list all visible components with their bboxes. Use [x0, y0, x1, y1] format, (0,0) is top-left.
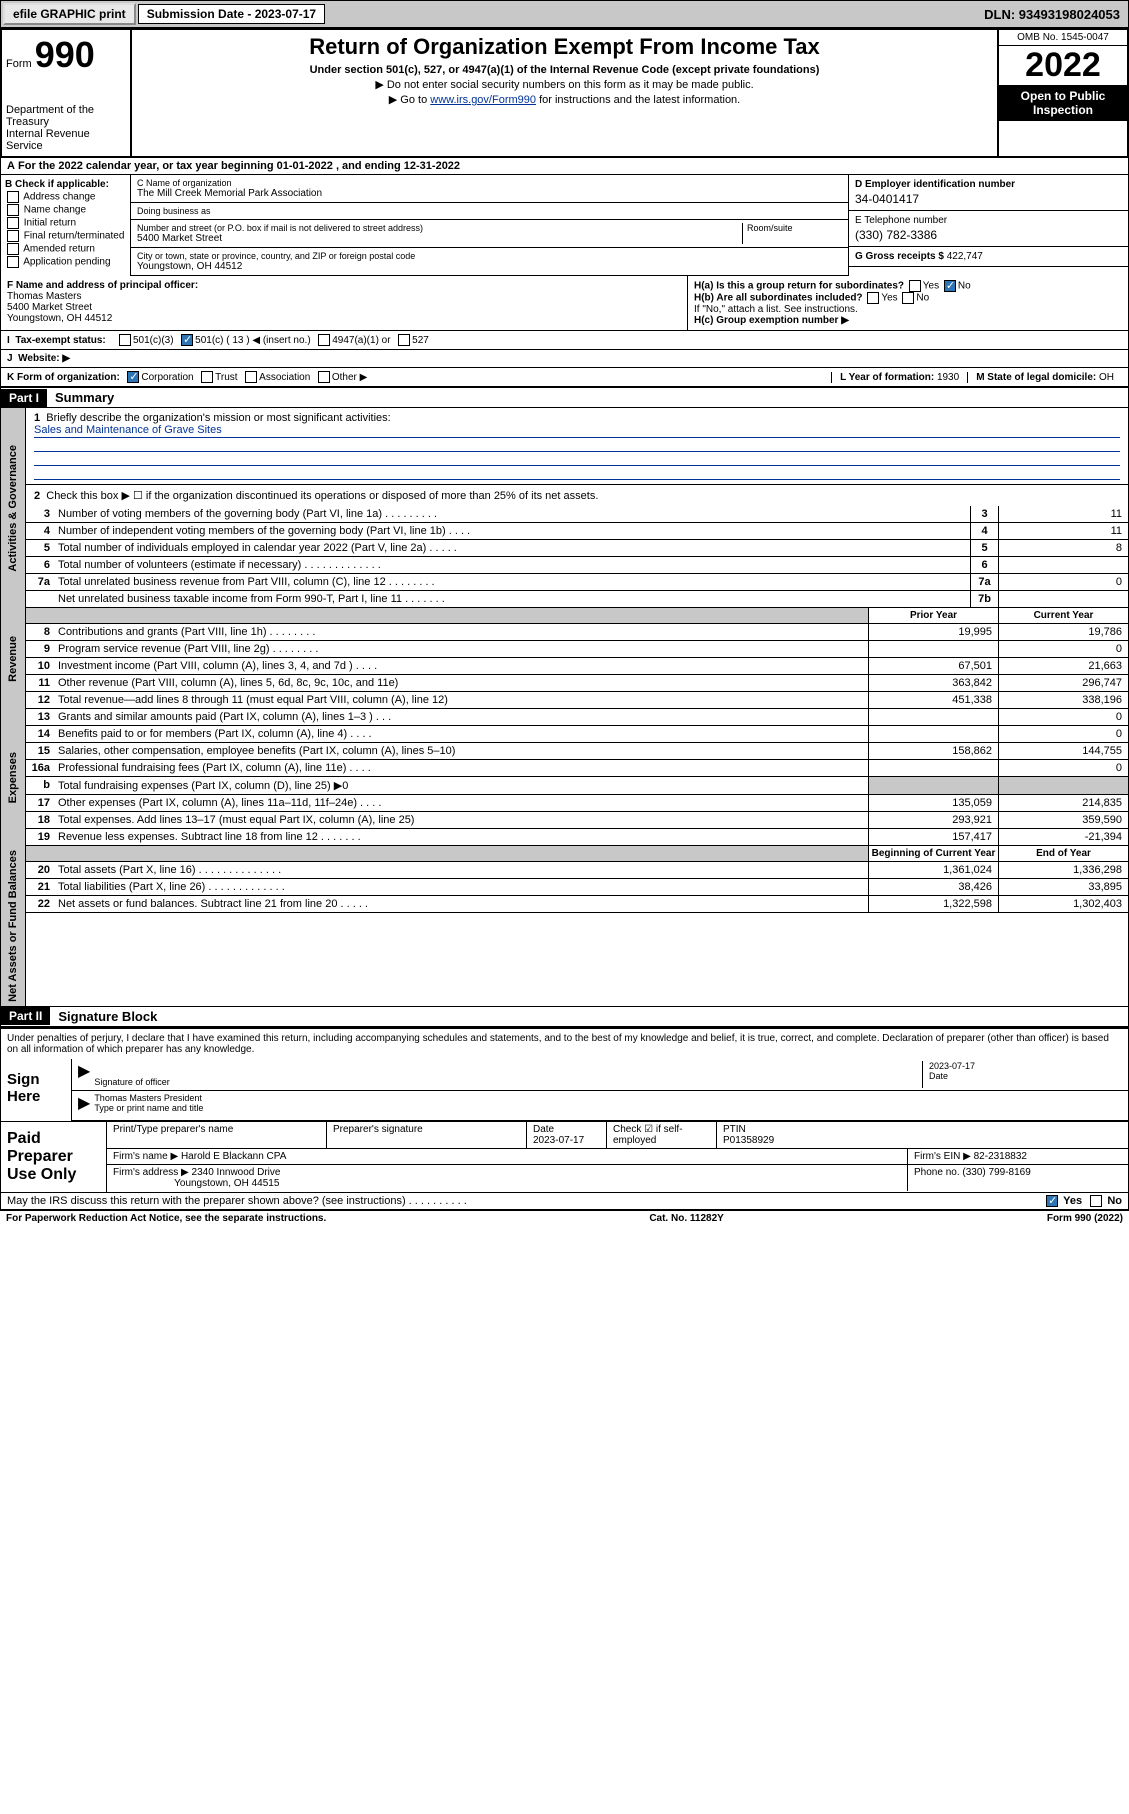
phone-value: (330) 782-3386 [855, 228, 1122, 242]
assoc-checkbox[interactable] [245, 371, 257, 383]
officer-name: Thomas Masters [7, 291, 81, 302]
hb-no-checkbox[interactable] [902, 292, 914, 304]
ha-yes-checkbox[interactable] [909, 280, 921, 292]
irs-link[interactable]: www.irs.gov/Form990 [430, 94, 536, 106]
tax-year: 2022 [999, 46, 1127, 85]
colb-checkbox[interactable] [7, 217, 19, 229]
ptin-value: P01358929 [723, 1135, 774, 1146]
col-b-checkboxes: B Check if applicable: Address change Na… [1, 175, 131, 276]
form-subtitle: Under section 501(c), 527, or 4947(a)(1)… [136, 64, 993, 76]
discuss-no-checkbox[interactable] [1090, 1195, 1102, 1207]
dept-treasury: Department of the Treasury Internal Reve… [6, 104, 126, 152]
city-state-zip: Youngstown, OH 44512 [137, 261, 842, 272]
col-d-ein-phone: D Employer identification number 34-0401… [848, 175, 1128, 276]
signature-block: Under penalties of perjury, I declare th… [0, 1027, 1129, 1210]
firm-name: Harold E Blackann CPA [181, 1151, 286, 1162]
form-label: Form [6, 58, 32, 70]
room-label: Room/suite [747, 223, 842, 233]
officer-addr1: 5400 Market Street [7, 302, 92, 313]
officer-label: F Name and address of principal officer: [7, 280, 198, 291]
corp-checkbox[interactable] [127, 371, 139, 383]
ssn-note: ▶ Do not enter social security numbers o… [136, 78, 993, 91]
expenses-section: Expenses 13Grants and similar amounts pa… [0, 709, 1129, 846]
gross-label: G Gross receipts $ [855, 251, 944, 262]
527-checkbox[interactable] [398, 334, 410, 346]
city-label: City or town, state or province, country… [137, 251, 842, 261]
org-name-label: C Name of organization [137, 178, 842, 188]
street-address: 5400 Market Street [137, 233, 742, 244]
col-c-org-info: C Name of organization The Mill Creek Me… [131, 175, 848, 276]
activities-governance: Activities & Governance 1 Briefly descri… [0, 408, 1129, 608]
501c-checkbox[interactable] [181, 334, 193, 346]
ein-value: 34-0401417 [855, 192, 1122, 206]
form-header: Form 990 Department of the Treasury Inte… [0, 28, 1129, 158]
officer-addr2: Youngstown, OH 44512 [7, 313, 112, 324]
other-checkbox[interactable] [318, 371, 330, 383]
header-info-grid: B Check if applicable: Address change Na… [0, 175, 1129, 276]
dln-number: DLN: 93493198024053 [976, 5, 1128, 24]
addr-label: Number and street (or P.O. box if mail i… [137, 223, 742, 233]
phone-label: E Telephone number [855, 215, 1122, 226]
discuss-yes-checkbox[interactable] [1046, 1195, 1058, 1207]
mission-text: Sales and Maintenance of Grave Sites [34, 424, 222, 436]
colb-checkbox[interactable] [7, 191, 19, 203]
org-name: The Mill Creek Memorial Park Association [137, 188, 842, 199]
ha-no-checkbox[interactable] [944, 280, 956, 292]
website-row: J Website: ▶ [0, 350, 1129, 368]
dba-label: Doing business as [137, 206, 842, 216]
trust-checkbox[interactable] [201, 371, 213, 383]
public-inspection: Open to Public Inspection [999, 85, 1127, 121]
form-of-org: K Form of organization: Corporation Trus… [0, 368, 1129, 388]
row-a-tax-year: A For the 2022 calendar year, or tax yea… [0, 158, 1129, 175]
firm-city: Youngstown, OH 44515 [174, 1178, 279, 1189]
signature-arrow-icon: ▶ [78, 1061, 90, 1088]
form-title: Return of Organization Exempt From Incom… [136, 34, 993, 60]
tax-exempt-status: I Tax-exempt status: 501(c)(3) 501(c) ( … [0, 331, 1129, 350]
colb-checkbox[interactable] [7, 204, 19, 216]
net-assets-section: Net Assets or Fund Balances Beginning of… [0, 846, 1129, 1007]
firm-address: 2340 Innwood Drive [192, 1167, 281, 1178]
colb-checkbox[interactable] [7, 256, 19, 268]
omb-number: OMB No. 1545-0047 [999, 30, 1127, 46]
page-footer: For Paperwork Reduction Act Notice, see … [0, 1210, 1129, 1226]
officer-name-title: Thomas Masters President [94, 1093, 202, 1103]
ein-label: D Employer identification number [855, 179, 1122, 190]
name-arrow-icon: ▶ [78, 1093, 90, 1118]
submission-date: Submission Date - 2023-07-17 [138, 4, 325, 24]
4947-checkbox[interactable] [318, 334, 330, 346]
hb-yes-checkbox[interactable] [867, 292, 879, 304]
501c3-checkbox[interactable] [119, 334, 131, 346]
revenue-section: Revenue Prior YearCurrent Year 8Contribu… [0, 608, 1129, 709]
gross-receipts: 422,747 [947, 251, 983, 262]
part2-header: Part II Signature Block [0, 1007, 1129, 1027]
colb-checkbox[interactable] [7, 243, 19, 255]
top-bar: efile GRAPHIC print Submission Date - 20… [0, 0, 1129, 28]
efile-print-button[interactable]: efile GRAPHIC print [3, 3, 136, 25]
colb-checkbox[interactable] [7, 230, 19, 242]
form-number: 990 [35, 34, 95, 75]
website-note: ▶ Go to www.irs.gov/Form990 for instruct… [136, 93, 993, 106]
section-f-h: F Name and address of principal officer:… [0, 276, 1129, 331]
firm-phone: (330) 799-8169 [962, 1167, 1030, 1178]
part1-header: Part I Summary [0, 388, 1129, 408]
firm-ein: 82-2318832 [974, 1151, 1027, 1162]
